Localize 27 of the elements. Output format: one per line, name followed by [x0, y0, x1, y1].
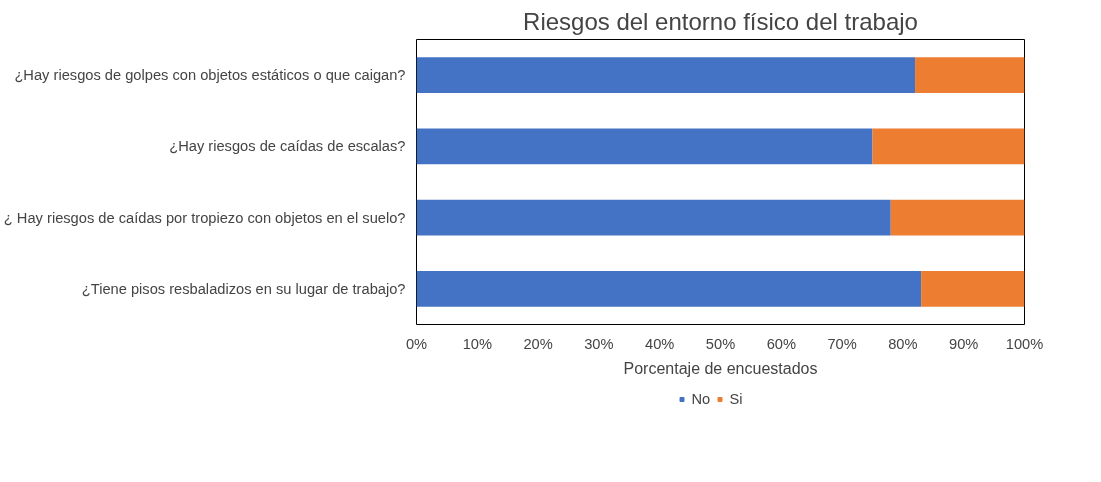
x-tick-label: 0%	[405, 335, 428, 352]
y-tick-label: ¿ Hay riesgos de caídas por tropiezo con objetos en el suelo?	[3, 209, 406, 226]
bar	[416, 199, 891, 236]
legend-label: Si	[729, 391, 744, 407]
bar	[416, 128, 873, 165]
x-tick-label: 30%	[584, 335, 614, 352]
bar	[890, 199, 1025, 236]
x-tick-label: 50%	[705, 335, 736, 352]
x-axis-title: Porcentaje de encuestados	[623, 359, 818, 377]
bar	[416, 271, 922, 307]
bar	[872, 128, 1025, 165]
x-tick-label: 100%	[1005, 335, 1044, 352]
x-tick-label: 20%	[523, 335, 553, 352]
bar	[915, 57, 1025, 93]
x-tick-label: 60%	[766, 335, 796, 352]
legend-label: No	[691, 391, 712, 407]
y-tick-label: ¿Tiene pisos resbaladizos en su lugar de trabajo?	[81, 280, 406, 297]
x-tick-label: 40%	[645, 335, 675, 352]
x-tick-label: 10%	[462, 335, 492, 352]
y-tick-label: ¿Hay riesgos de golpes con objetos estáticos o que caigan?	[14, 67, 406, 84]
x-tick-label: 70%	[827, 335, 857, 352]
y-tick-label: ¿Hay riesgos de caídas de escalas?	[169, 138, 406, 155]
bar	[921, 271, 1025, 307]
x-tick-label: 80%	[888, 335, 918, 352]
chart-title: Riesgos del entorno físico del trabajo	[523, 7, 918, 35]
x-tick-label: 90%	[949, 335, 979, 352]
bar	[416, 57, 916, 93]
